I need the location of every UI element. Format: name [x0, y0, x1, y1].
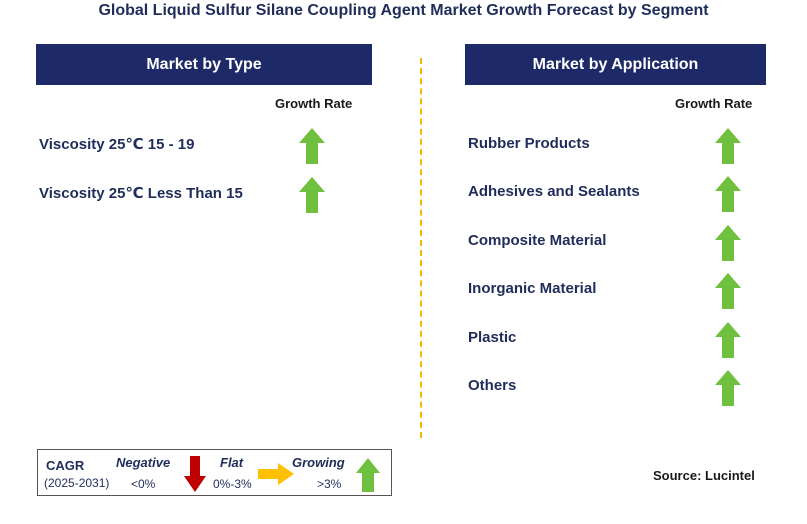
application-row-label: Inorganic Material [468, 280, 597, 298]
growth-up-arrow-icon [715, 273, 741, 310]
application-row-label: Rubber Products [468, 135, 590, 152]
right-arrow-icon [258, 463, 294, 485]
type-growth-rate-label: Growth Rate [275, 96, 353, 111]
down-arrow-icon [184, 456, 206, 492]
panel-divider [420, 58, 422, 438]
application-growth-rate-label: Growth Rate [675, 96, 753, 111]
legend-growing-range: >3% [317, 477, 342, 491]
legend-cagr-label: CAGR [46, 458, 85, 473]
growth-up-arrow-icon [715, 176, 741, 213]
growth-up-arrow-icon [299, 128, 325, 164]
application-row-label: Plastic [468, 328, 517, 346]
source-note: Source: Lucintel [653, 468, 755, 483]
legend-negative-label: Negative [116, 455, 171, 470]
growth-up-arrow-icon [715, 370, 741, 406]
chart-title: Global Liquid Sulfur Silane Coupling Age… [98, 2, 709, 19]
application-panel-header: Market by Application [465, 44, 766, 85]
legend-flat-label: Flat [220, 455, 244, 470]
legend-negative-range: <0% [131, 477, 156, 491]
type-row-label: Viscosity 25℃ 15 - 19 [39, 136, 195, 153]
application-row-label: Adhesives and Sealants [468, 183, 640, 201]
up-arrow-icon [356, 458, 380, 492]
legend-growing-label: Growing [292, 455, 345, 470]
type-panel-header: Market by Type [36, 44, 372, 85]
legend-period: (2025-2031) [44, 476, 110, 490]
type-row-label: Viscosity 25℃ Less Than 15 [39, 185, 243, 202]
cagr-legend: CAGR (2025-2031) Negative <0% Flat 0%-3%… [37, 449, 392, 496]
application-row-label: Composite Material [468, 231, 607, 249]
legend-flat-range: 0%-3% [213, 477, 252, 491]
growth-up-arrow-icon [715, 321, 741, 358]
application-row-label: Others [468, 377, 517, 394]
growth-up-arrow-icon [299, 177, 325, 213]
growth-up-arrow-icon [715, 128, 741, 164]
growth-up-arrow-icon [715, 224, 741, 261]
